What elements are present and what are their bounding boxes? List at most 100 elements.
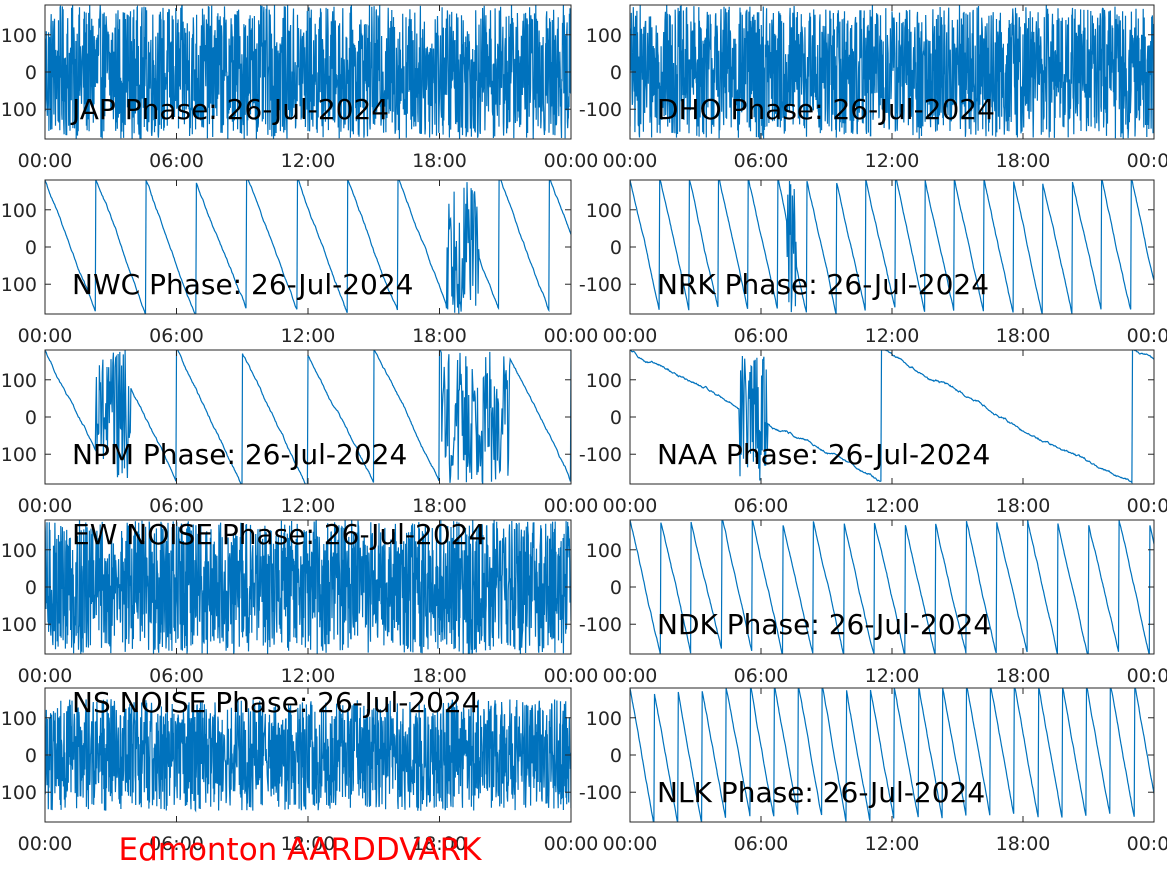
subplot-jap: 100 0 100 00:00 06:00 12:00 18:00 00:00 JAP Phas… [1,4,599,172]
phase-trace-ns-noise [45,699,571,813]
y-tick-label: 0 [25,237,37,259]
x-tick-label: 00:00 [1127,495,1167,517]
x-tick-label: 18:00 [996,495,1051,517]
phase-trace-nrk [630,180,1154,314]
x-tick-label: 00:00 [603,495,658,517]
y-tick-label: 100 [586,200,622,222]
x-tick-label: 12:00 [865,665,920,687]
x-tick-label: 00:00 [544,150,599,172]
x-tick-label: 06:00 [149,495,204,517]
x-tick-label: 12:00 [281,665,336,687]
x-tick-label: 00:00 [18,665,73,687]
panel-title: NAA Phase: 26-Jul-2024 [657,438,990,471]
panel-title: NRK Phase: 26-Jul-2024 [657,268,989,301]
y-tick-label: 0 [25,745,37,767]
subplot-nwc: 100 0 100 00:00 06:00 12:00 18:00 00:00 NWC Phas… [1,179,599,347]
y-tick-label: -100 [579,444,622,466]
x-tick-label: 00:00 [1127,150,1167,172]
x-tick-label: 00:00 [1127,833,1167,855]
y-tick-label: 100 [1,274,37,296]
phase-trace-ndk [630,520,1154,654]
y-tick-label: 0 [25,62,37,84]
x-tick-label: 00:00 [544,833,599,855]
panel-title: DHO Phase: 26-Jul-2024 [657,93,995,126]
x-tick-label: 12:00 [281,495,336,517]
x-tick-label: 12:00 [281,833,336,855]
y-tick-label: 100 [1,708,37,730]
x-tick-label: 00:00 [18,325,73,347]
x-tick-label: 00:00 [603,325,658,347]
panel-title: NPM Phase: 26-Jul-2024 [72,438,407,471]
x-tick-label: 00:00 [603,150,658,172]
x-tick-label: 06:00 [149,325,204,347]
subplot-ew-noise: 100 0 100 00:00 06:00 12:00 18:00 00:00 EW NOISE… [1,518,599,687]
y-tick-label: 0 [610,62,622,84]
y-tick-label: -100 [579,782,622,804]
y-tick-label: 0 [610,237,622,259]
y-tick-label: 100 [586,370,622,392]
y-tick-label: -100 [579,274,622,296]
y-tick-label: 100 [586,708,622,730]
y-tick-label: 100 [1,444,37,466]
subplot-ns-noise: 100 0 100 00:00 06:00 12:00 18:00 00:00 NS NOISE… [1,686,599,855]
x-tick-label: 06:00 [734,325,789,347]
x-tick-label: 12:00 [865,495,920,517]
x-tick-label: 00:00 [18,495,73,517]
y-tick-label: 100 [1,200,37,222]
x-tick-label: 06:00 [734,665,789,687]
x-tick-label: 06:00 [734,495,789,517]
y-tick-label: 100 [586,540,622,562]
x-tick-label: 18:00 [412,665,467,687]
panel-title: NDK Phase: 26-Jul-2024 [657,608,991,641]
x-tick-label: 00:00 [1127,665,1167,687]
x-tick-label: 18:00 [996,665,1051,687]
x-tick-label: 12:00 [281,150,336,172]
y-tick-label: 100 [586,25,622,47]
x-tick-label: 18:00 [412,495,467,517]
panel-title: EW NOISE Phase: 26-Jul-2024 [72,518,486,551]
y-tick-label: 100 [1,782,37,804]
x-tick-label: 12:00 [865,150,920,172]
x-tick-label: 18:00 [996,325,1051,347]
y-tick-label: 100 [1,99,37,121]
y-tick-label: 0 [25,407,37,429]
subplot-naa: -100 0 100 00:00 06:00 12:00 18:00 00:00 NAA Pha… [579,349,1167,517]
station-label: Edmonton AARDDVARK [118,832,482,868]
x-tick-label: 18:00 [412,150,467,172]
x-tick-label: 00:00 [544,325,599,347]
y-tick-label: 0 [25,577,37,599]
y-tick-label: -100 [579,614,622,636]
y-tick-label: -100 [579,99,622,121]
phase-trace-dho [630,5,1154,139]
x-tick-label: 06:00 [734,150,789,172]
x-tick-label: 18:00 [996,150,1051,172]
phase-trace-nlk [630,688,1154,822]
x-tick-label: 12:00 [281,325,336,347]
x-tick-label: 00:00 [1127,325,1167,347]
x-tick-label: 18:00 [412,325,467,347]
phase-trace-nwc [45,180,571,314]
x-tick-label: 00:00 [603,833,658,855]
panel-title: JAP Phase: 26-Jul-2024 [70,93,389,126]
y-tick-label: 0 [610,577,622,599]
x-tick-label: 00:00 [18,833,73,855]
x-tick-label: 12:00 [865,325,920,347]
x-tick-label: 18:00 [412,833,467,855]
panel-title: NLK Phase: 26-Jul-2024 [657,776,985,809]
x-tick-label: 00:00 [544,495,599,517]
y-tick-label: 100 [1,614,37,636]
x-tick-label: 06:00 [149,150,204,172]
y-tick-label: 0 [610,745,622,767]
x-tick-label: 06:00 [149,665,204,687]
subplot-dho: -100 0 100 00:00 06:00 12:00 18:00 00:00 DHO Pha… [579,4,1167,172]
x-tick-label: 00:00 [603,665,658,687]
x-tick-label: 00:00 [18,150,73,172]
subplot-nrk: -100 0 100 00:00 06:00 12:00 18:00 00:00 NRK Pha… [579,179,1167,347]
subplot-npm: 100 0 100 00:00 06:00 12:00 18:00 00:00 NPM Phas… [1,349,599,517]
panel-title: NS NOISE Phase: 26-Jul-2024 [72,686,480,719]
y-tick-label: 100 [1,370,37,392]
panel-title: NWC Phase: 26-Jul-2024 [72,268,413,301]
y-tick-label: 0 [610,407,622,429]
x-tick-label: 06:00 [734,833,789,855]
